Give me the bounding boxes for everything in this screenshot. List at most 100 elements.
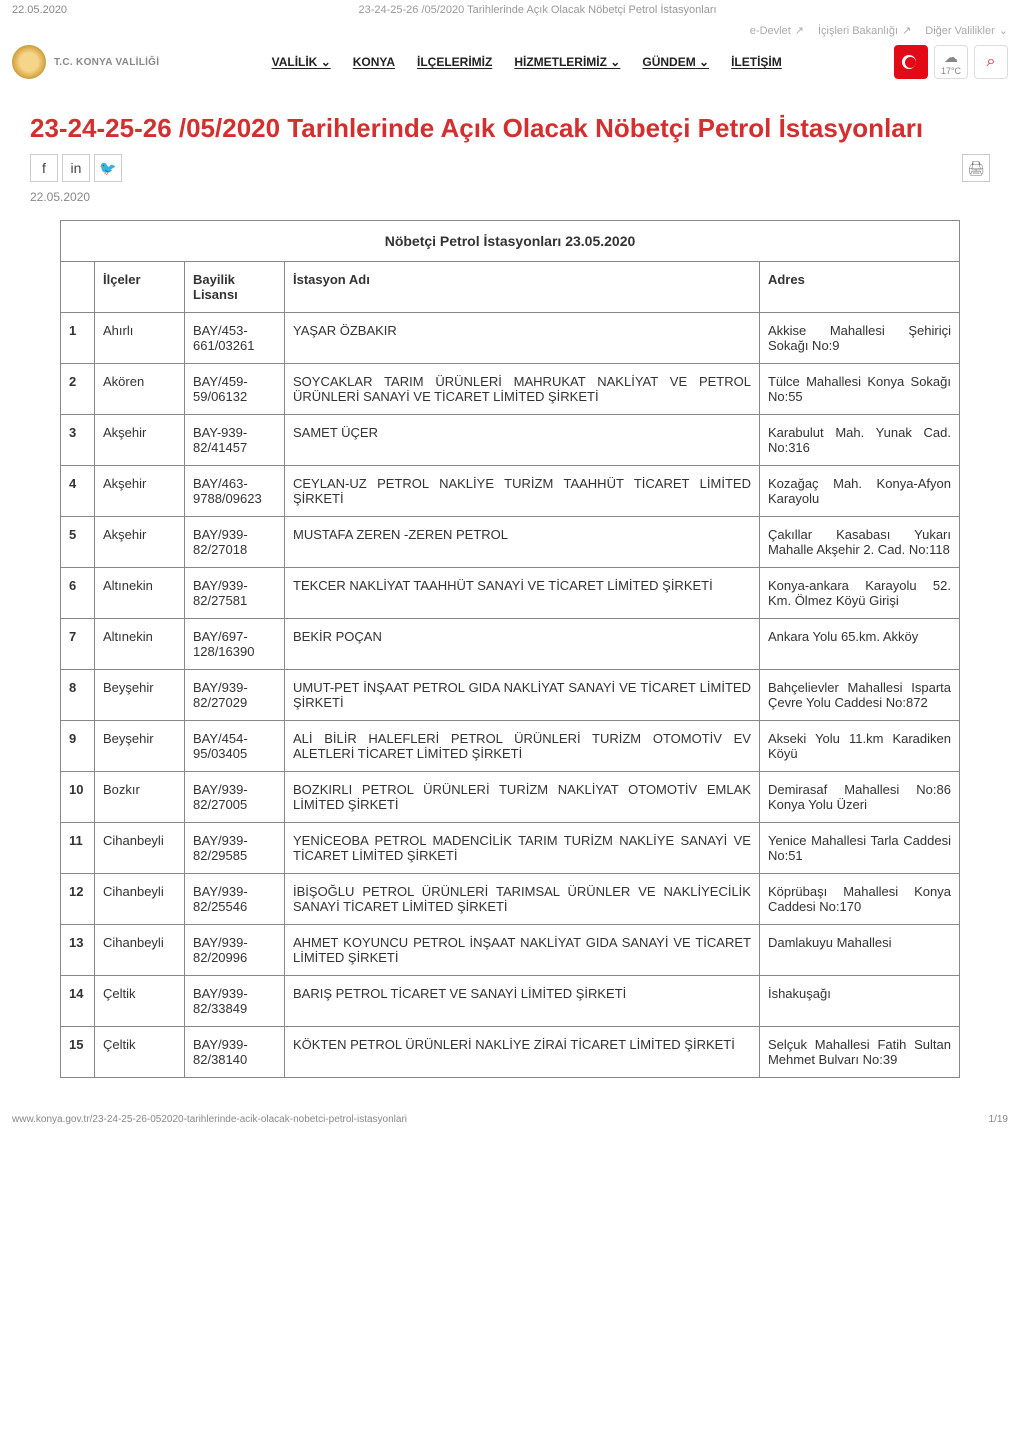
- logo-emblem: [12, 45, 46, 79]
- cell-index: 7: [61, 619, 95, 670]
- stations-table: Nöbetçi Petrol İstasyonları 23.05.2020 İ…: [60, 220, 960, 1078]
- cell-ilce: Cihanbeyli: [95, 823, 185, 874]
- cell-adres: Demirasaf Mahallesi No:86 Konya Yolu Üze…: [759, 772, 959, 823]
- cell-ilce: Beyşehir: [95, 670, 185, 721]
- share-twitter[interactable]: 🐦: [94, 154, 122, 182]
- right-widgets: ☁ 17°C ⌕: [894, 45, 1008, 79]
- cell-ilce: Cihanbeyli: [95, 874, 185, 925]
- cell-adres: Akseki Yolu 11.km Karadiken Köyü: [759, 721, 959, 772]
- print-icon: 🖨: [967, 160, 985, 177]
- col-header-istasyon: İstasyon Adı: [285, 262, 760, 313]
- print-button[interactable]: 🖨: [962, 154, 990, 182]
- cell-ilce: Akören: [95, 364, 185, 415]
- breadcrumb-title: 23-24-25-26 /05/2020 Tarihlerinde Açık O…: [67, 4, 1008, 16]
- table-row: 6AltınekinBAY/939-82/27581TEKCER NAKLİYA…: [61, 568, 960, 619]
- gov-links: e-Devlet ↗ İçişleri Bakanlığı ↗ Diğer Va…: [750, 24, 1008, 37]
- share-icons: f in 🐦: [30, 154, 122, 182]
- main-nav-row: T.C. KONYA VALİLİĞİ VALİLİK ⌄ KONYA İLÇE…: [0, 41, 1020, 89]
- cell-lisans: BAY/939-82/33849: [185, 976, 285, 1027]
- cell-adres: Bahçelievler Mahallesi Isparta Çevre Yol…: [759, 670, 959, 721]
- gov-link-edevlet[interactable]: e-Devlet ↗: [750, 24, 804, 37]
- top-meta-bar: 22.05.2020 23-24-25-26 /05/2020 Tarihler…: [0, 0, 1020, 20]
- cell-index: 8: [61, 670, 95, 721]
- search-icon: ⌕: [987, 53, 996, 71]
- cell-lisans: BAY/939-82/20996: [185, 925, 285, 976]
- external-icon: ↗: [795, 24, 804, 37]
- cell-istasyon: SOYCAKLAR TARIM ÜRÜNLERİ MAHRUKAT NAKLİY…: [285, 364, 760, 415]
- cell-adres: Akkise Mahallesi Şehiriçi Sokağı No:9: [759, 313, 959, 364]
- gov-links-row: e-Devlet ↗ İçişleri Bakanlığı ↗ Diğer Va…: [0, 20, 1020, 41]
- cell-lisans: BAY/939-82/27581: [185, 568, 285, 619]
- table-row: 11CihanbeyliBAY/939-82/29585YENİCEOBA PE…: [61, 823, 960, 874]
- cell-adres: Selçuk Mahallesi Fatih Sultan Mehmet Bul…: [759, 1027, 959, 1078]
- facebook-icon: f: [42, 160, 46, 176]
- footer-page: 1/19: [989, 1114, 1008, 1125]
- timestamp: 22.05.2020: [12, 4, 67, 16]
- nav-konya[interactable]: KONYA: [353, 55, 395, 69]
- cell-lisans: BAY/939-82/25546: [185, 874, 285, 925]
- cell-istasyon: SAMET ÜÇER: [285, 415, 760, 466]
- cell-lisans: BAY/939-82/38140: [185, 1027, 285, 1078]
- cell-istasyon: CEYLAN-UZ PETROL NAKLİYE TURİZM TAAHHÜT …: [285, 466, 760, 517]
- cell-index: 6: [61, 568, 95, 619]
- cell-adres: Kozağaç Mah. Konya-Afyon Karayolu: [759, 466, 959, 517]
- external-icon: ↗: [902, 24, 911, 37]
- cell-index: 1: [61, 313, 95, 364]
- nav-hizmetlerimiz[interactable]: HİZMETLERİMİZ ⌄: [514, 55, 620, 69]
- linkedin-icon: in: [71, 160, 82, 176]
- col-header-adres: Adres: [759, 262, 959, 313]
- twitter-icon: 🐦: [99, 160, 116, 177]
- site-logo[interactable]: T.C. KONYA VALİLİĞİ: [12, 45, 159, 79]
- table-row: 1AhırlıBAY/453-661/03261YAŞAR ÖZBAKIRAkk…: [61, 313, 960, 364]
- cell-istasyon: YENİCEOBA PETROL MADENCİLİK TARIM TURİZM…: [285, 823, 760, 874]
- chevron-down-icon: ⌄: [999, 24, 1008, 37]
- table-row: 8BeyşehirBAY/939-82/27029UMUT-PET İNŞAAT…: [61, 670, 960, 721]
- cell-adres: İshakuşağı: [759, 976, 959, 1027]
- stations-table-wrap: Nöbetçi Petrol İstasyonları 23.05.2020 İ…: [0, 220, 1020, 1108]
- cell-lisans: BAY/939-82/29585: [185, 823, 285, 874]
- table-row: 4AkşehirBAY/463-9788/09623CEYLAN-UZ PETR…: [61, 466, 960, 517]
- cell-istasyon: BOZKIRLI PETROL ÜRÜNLERİ TURİZM NAKLİYAT…: [285, 772, 760, 823]
- page-title: 23-24-25-26 /05/2020 Tarihlerinde Açık O…: [0, 89, 1020, 154]
- cell-lisans: BAY/463-9788/09623: [185, 466, 285, 517]
- main-nav: VALİLİK ⌄ KONYA İLÇELERİMİZ HİZMETLERİMİ…: [272, 55, 782, 69]
- gov-link-diger[interactable]: Diğer Valilikler ⌄: [925, 24, 1008, 37]
- cell-istasyon: ALİ BİLİR HALEFLERİ PETROL ÜRÜNLERİ TURİ…: [285, 721, 760, 772]
- table-caption: Nöbetçi Petrol İstasyonları 23.05.2020: [61, 221, 960, 262]
- cell-lisans: BAY/939-82/27029: [185, 670, 285, 721]
- table-row: 12CihanbeyliBAY/939-82/25546İBİŞOĞLU PET…: [61, 874, 960, 925]
- cell-index: 10: [61, 772, 95, 823]
- nav-valilik[interactable]: VALİLİK ⌄: [272, 55, 331, 69]
- nav-ilcelerimiz[interactable]: İLÇELERİMİZ: [417, 55, 492, 69]
- cell-index: 9: [61, 721, 95, 772]
- share-linkedin[interactable]: in: [62, 154, 90, 182]
- nav-iletisim[interactable]: İLETİŞİM: [731, 55, 782, 69]
- cell-ilce: Akşehir: [95, 415, 185, 466]
- cell-lisans: BAY/459-59/06132: [185, 364, 285, 415]
- cell-ilce: Çeltik: [95, 976, 185, 1027]
- cell-adres: Ankara Yolu 65.km. Akköy: [759, 619, 959, 670]
- cell-ilce: Ahırlı: [95, 313, 185, 364]
- cell-ilce: Akşehir: [95, 466, 185, 517]
- cell-adres: Tülce Mahallesi Konya Sokağı No:55: [759, 364, 959, 415]
- weather-widget[interactable]: ☁ 17°C: [934, 45, 968, 79]
- share-facebook[interactable]: f: [30, 154, 58, 182]
- cell-lisans: BAY/939-82/27018: [185, 517, 285, 568]
- cell-index: 3: [61, 415, 95, 466]
- cell-index: 4: [61, 466, 95, 517]
- nav-gundem[interactable]: GÜNDEM ⌄: [642, 55, 709, 69]
- table-row: 9BeyşehirBAY/454-95/03405ALİ BİLİR HALEF…: [61, 721, 960, 772]
- cell-adres: Konya-ankara Karayolu 52. Km. Ölmez Köyü…: [759, 568, 959, 619]
- cell-istasyon: UMUT-PET İNŞAAT PETROL GIDA NAKLİYAT SAN…: [285, 670, 760, 721]
- cell-lisans: BAY/939-82/27005: [185, 772, 285, 823]
- page-date: 22.05.2020: [0, 190, 1020, 220]
- cell-lisans: BAY/454-95/03405: [185, 721, 285, 772]
- cell-index: 5: [61, 517, 95, 568]
- cell-ilce: Bozkır: [95, 772, 185, 823]
- cell-adres: Karabulut Mah. Yunak Cad. No:316: [759, 415, 959, 466]
- table-row: 14ÇeltikBAY/939-82/33849BARIŞ PETROL TİC…: [61, 976, 960, 1027]
- cell-index: 2: [61, 364, 95, 415]
- gov-link-icisleri[interactable]: İçişleri Bakanlığı ↗: [818, 24, 911, 37]
- cell-ilce: Çeltik: [95, 1027, 185, 1078]
- search-button[interactable]: ⌕: [974, 45, 1008, 79]
